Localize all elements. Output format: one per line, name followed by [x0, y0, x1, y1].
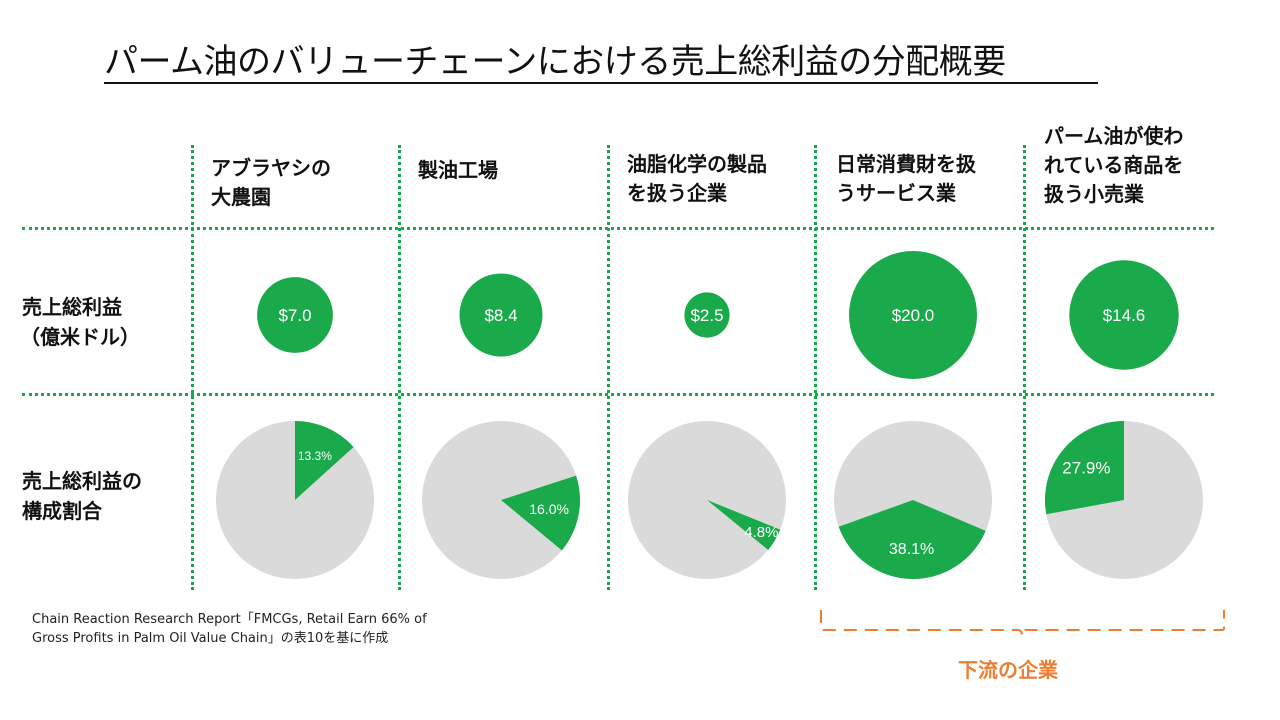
gross-profit-bubble: [1069, 260, 1179, 370]
column-header-line: 日常消費財を扱: [836, 152, 976, 176]
share-pie-label: 13.3%: [298, 449, 332, 463]
row-label-line: 構成割合: [22, 499, 102, 523]
grid-vline-2: [398, 145, 401, 590]
page-title: パーム油のバリューチェーンにおける売上総利益の分配概要: [104, 42, 1006, 82]
gross-profit-label: $7.0: [278, 306, 311, 325]
column-header-plantation: アブラヤシの 大農園: [211, 154, 331, 212]
column-header-refinery: 製油工場: [418, 156, 498, 185]
row-label-gross-profit: 売上総利益 （億米ドル）: [20, 292, 140, 352]
column-header-line: を扱う企業: [627, 181, 727, 205]
share-pie-wedge: [838, 500, 986, 579]
share-pie-label: 27.9%: [1062, 459, 1110, 478]
source-note-line: Chain Reaction Research Report「FMCGs, Re…: [32, 612, 427, 627]
share-pie-wedge: [295, 421, 354, 500]
column-header-retail: パーム油が使わ れている商品を 扱う小売業: [1044, 122, 1183, 209]
row-label-share: 売上総利益の 構成割合: [22, 466, 142, 526]
share-pie-label: 16.0%: [529, 501, 569, 517]
grid-vline-3: [607, 145, 610, 590]
column-header-line: うサービス業: [836, 181, 956, 205]
pie-row: 13.3% 16.0% 4.8% 38.1% 27.9%: [216, 421, 1203, 579]
source-note: Chain Reaction Research Report「FMCGs, Re…: [32, 610, 427, 648]
column-header-line: アブラヤシの: [211, 156, 331, 180]
gross-profit-bubble: [257, 277, 333, 353]
gross-profit-label: $14.6: [1103, 306, 1146, 325]
gross-profit-label: $20.0: [892, 306, 935, 325]
column-header-line: 製油工場: [418, 158, 498, 182]
column-header-line: 油脂化学の製品: [627, 152, 767, 176]
column-header-oleochemical: 油脂化学の製品 を扱う企業: [627, 150, 767, 208]
share-pie-label: 4.8%: [744, 524, 778, 541]
share-pie-wedge: [1044, 421, 1124, 515]
grid-vline-1: [191, 145, 194, 590]
column-header-line: 扱う小売業: [1044, 182, 1144, 206]
share-pie-label: 38.1%: [889, 541, 934, 558]
grid-hline-middle: [22, 393, 1214, 396]
downstream-brace: [820, 610, 1225, 637]
share-pie-wedge: [707, 500, 781, 550]
row-label-line: 売上総利益: [22, 295, 122, 319]
grid-vline-5: [1023, 145, 1026, 590]
gross-profit-bubble: [684, 292, 730, 338]
grid-hline-top: [22, 227, 1214, 230]
share-pie-wedge: [501, 475, 580, 551]
row-label-line: 売上総利益の: [22, 469, 142, 493]
grid-vline-4: [814, 145, 817, 590]
column-header-line: れている商品を: [1044, 153, 1184, 177]
row-label-line: （億米ドル）: [20, 325, 140, 349]
gross-profit-label: $2.5: [690, 306, 723, 325]
downstream-label: 下流の企業: [958, 658, 1058, 682]
source-note-line: Gross Profits in Palm Oil Value Chain」の表…: [32, 631, 389, 646]
column-header-line: パーム油が使わ: [1044, 124, 1184, 148]
gross-profit-bubble: [849, 251, 977, 379]
column-header-line: 大農園: [211, 185, 271, 209]
bubble-row: $7.0 $8.4 $2.5 $20.0 $14.6: [257, 251, 1179, 379]
gross-profit-bubble: [459, 273, 543, 357]
title-underline: [104, 82, 1098, 84]
column-header-fmcg: 日常消費財を扱 うサービス業: [836, 150, 976, 208]
gross-profit-label: $8.4: [484, 306, 517, 325]
